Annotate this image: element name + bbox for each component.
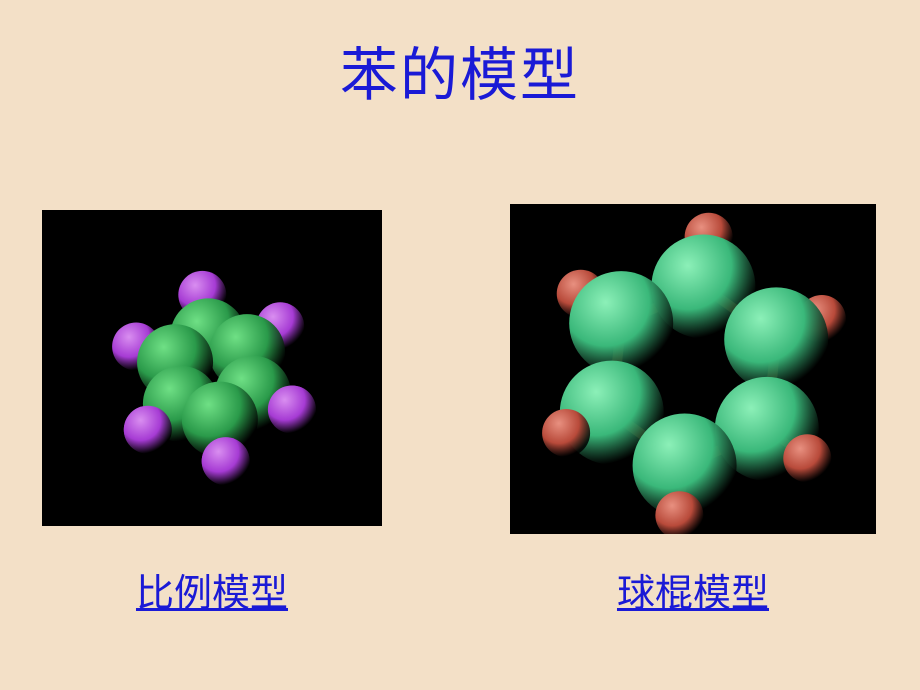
- space-filling-panel: [42, 210, 382, 526]
- ball-stick-caption[interactable]: 球棍模型: [510, 562, 876, 617]
- slide: 苯的模型 比例模型 球棍模型: [0, 0, 920, 690]
- space-filling-caption-text: 比例模型: [136, 573, 288, 615]
- space-filling-svg: [42, 210, 382, 526]
- page-title: 苯的模型: [0, 28, 920, 112]
- ball-stick-panel: [510, 204, 876, 534]
- space-filling-caption[interactable]: 比例模型: [42, 562, 382, 617]
- ball-stick-svg: [510, 204, 876, 534]
- ball-stick-caption-text: 球棍模型: [617, 573, 769, 615]
